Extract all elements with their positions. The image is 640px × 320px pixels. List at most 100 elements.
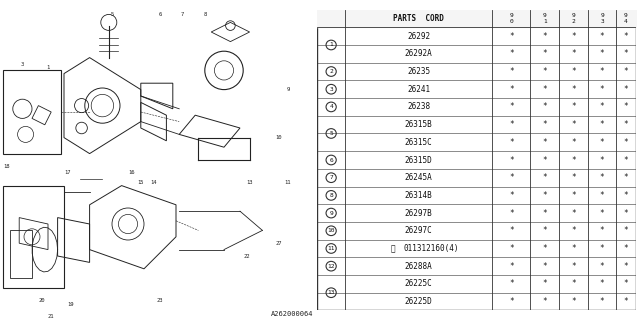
- Text: *: *: [509, 173, 513, 182]
- Text: 10: 10: [328, 228, 335, 233]
- Text: 26241: 26241: [407, 85, 430, 94]
- Text: *: *: [542, 49, 547, 58]
- Text: 20: 20: [38, 298, 45, 303]
- Text: *: *: [623, 226, 628, 235]
- Text: *: *: [542, 173, 547, 182]
- Text: 26297B: 26297B: [405, 209, 433, 218]
- Text: *: *: [571, 226, 576, 235]
- Text: Ⓑ: Ⓑ: [391, 244, 396, 253]
- Text: 8: 8: [203, 12, 207, 17]
- Text: 6: 6: [158, 12, 162, 17]
- Text: *: *: [571, 191, 576, 200]
- Text: *: *: [509, 67, 513, 76]
- Text: 9
4: 9 4: [624, 13, 628, 24]
- Text: 14: 14: [150, 180, 157, 185]
- Text: 26245A: 26245A: [405, 173, 433, 182]
- Text: 19: 19: [67, 301, 74, 307]
- Text: *: *: [542, 262, 547, 271]
- Text: *: *: [542, 156, 547, 164]
- Text: *: *: [509, 85, 513, 94]
- Text: 26314B: 26314B: [405, 191, 433, 200]
- Text: 9
1: 9 1: [543, 13, 547, 24]
- Text: 1: 1: [329, 43, 333, 47]
- Text: A262000064: A262000064: [271, 311, 314, 317]
- Text: *: *: [509, 209, 513, 218]
- Text: 11: 11: [328, 246, 335, 251]
- Text: 22: 22: [243, 253, 250, 259]
- Text: *: *: [509, 191, 513, 200]
- Text: *: *: [509, 156, 513, 164]
- Text: 13: 13: [328, 290, 335, 295]
- Text: *: *: [509, 120, 513, 129]
- Text: *: *: [542, 120, 547, 129]
- Text: 18: 18: [3, 164, 10, 169]
- Text: *: *: [600, 120, 604, 129]
- Text: 26315C: 26315C: [405, 138, 433, 147]
- Text: 26235: 26235: [407, 67, 430, 76]
- Text: *: *: [600, 279, 604, 288]
- Text: 5: 5: [110, 12, 114, 17]
- Text: 11: 11: [285, 180, 291, 185]
- Text: *: *: [571, 156, 576, 164]
- Text: *: *: [600, 209, 604, 218]
- Text: *: *: [571, 120, 576, 129]
- Text: 7: 7: [180, 12, 184, 17]
- Text: *: *: [542, 32, 547, 41]
- Text: 26315B: 26315B: [405, 120, 433, 129]
- Text: *: *: [571, 67, 576, 76]
- Text: 17: 17: [64, 170, 70, 175]
- Text: 26315D: 26315D: [405, 156, 433, 164]
- Text: *: *: [623, 32, 628, 41]
- Text: *: *: [542, 138, 547, 147]
- Text: *: *: [509, 32, 513, 41]
- Text: 011312160(4): 011312160(4): [404, 244, 460, 253]
- Text: *: *: [623, 191, 628, 200]
- Text: *: *: [542, 191, 547, 200]
- Text: *: *: [542, 209, 547, 218]
- Text: *: *: [571, 297, 576, 306]
- Text: 23: 23: [157, 298, 163, 303]
- Text: *: *: [600, 297, 604, 306]
- Text: *: *: [600, 138, 604, 147]
- Text: 13: 13: [246, 180, 253, 185]
- Text: 5: 5: [329, 131, 333, 136]
- Text: *: *: [509, 138, 513, 147]
- Text: 26238: 26238: [407, 102, 430, 111]
- Text: *: *: [623, 67, 628, 76]
- Text: *: *: [623, 279, 628, 288]
- Text: *: *: [600, 191, 604, 200]
- Text: *: *: [571, 244, 576, 253]
- Text: 26225D: 26225D: [405, 297, 433, 306]
- Text: 9: 9: [286, 87, 290, 92]
- Text: 26292A: 26292A: [405, 49, 433, 58]
- Text: *: *: [509, 279, 513, 288]
- Text: *: *: [623, 262, 628, 271]
- Text: 27: 27: [275, 241, 282, 246]
- Text: *: *: [600, 102, 604, 111]
- Text: *: *: [623, 244, 628, 253]
- Text: *: *: [623, 297, 628, 306]
- Text: *: *: [542, 67, 547, 76]
- Text: *: *: [600, 32, 604, 41]
- Text: *: *: [542, 102, 547, 111]
- Text: *: *: [623, 156, 628, 164]
- Text: *: *: [600, 156, 604, 164]
- Text: *: *: [542, 279, 547, 288]
- Text: *: *: [600, 85, 604, 94]
- Text: *: *: [623, 49, 628, 58]
- Text: *: *: [600, 226, 604, 235]
- Text: *: *: [623, 120, 628, 129]
- Text: *: *: [623, 102, 628, 111]
- Text: 4: 4: [329, 104, 333, 109]
- Text: *: *: [600, 262, 604, 271]
- Text: *: *: [571, 138, 576, 147]
- Text: *: *: [571, 49, 576, 58]
- Text: *: *: [509, 244, 513, 253]
- Text: 9: 9: [329, 211, 333, 216]
- Text: 21: 21: [48, 314, 54, 319]
- Text: *: *: [623, 85, 628, 94]
- Text: 26288A: 26288A: [405, 262, 433, 271]
- Text: 12: 12: [328, 264, 335, 269]
- Text: *: *: [571, 173, 576, 182]
- Text: *: *: [571, 262, 576, 271]
